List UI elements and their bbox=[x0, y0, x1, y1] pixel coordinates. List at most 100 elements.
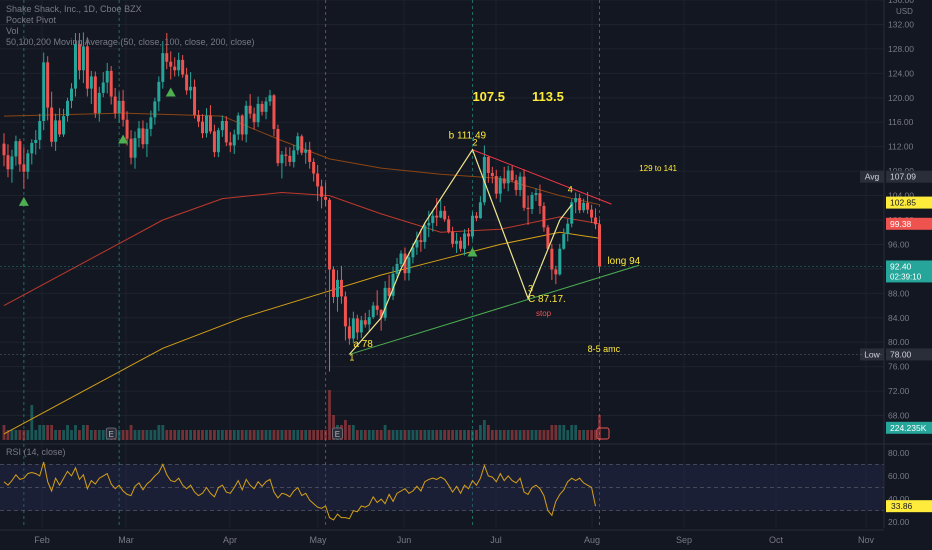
candle-body bbox=[185, 74, 189, 91]
candle-body bbox=[240, 115, 244, 135]
candle-body bbox=[419, 240, 423, 242]
annotation-text: 4 bbox=[568, 185, 573, 195]
legend-pocket-pivot[interactable]: Pocket Pivot bbox=[6, 15, 57, 25]
candle-body bbox=[510, 170, 514, 181]
volume-bar bbox=[403, 430, 407, 440]
volume-bar bbox=[359, 430, 363, 440]
candle-body bbox=[284, 154, 288, 156]
volume-bar bbox=[502, 430, 506, 440]
candle bbox=[38, 113, 42, 150]
volume-bar bbox=[510, 430, 514, 440]
candle bbox=[578, 193, 582, 214]
candle bbox=[566, 218, 570, 242]
candle-body bbox=[459, 240, 463, 249]
candle-body bbox=[117, 100, 121, 114]
time-axis[interactable]: Feb Mar Apr May Jun Jul Aug Sep Oct Nov bbox=[0, 529, 884, 545]
candle-body bbox=[292, 150, 296, 162]
trend-lines[interactable] bbox=[349, 149, 640, 355]
rsi-current-box bbox=[886, 500, 932, 513]
candle-body bbox=[109, 70, 113, 97]
legend-symbol[interactable]: Shake Shack, Inc., 1D, Cboe BZX bbox=[6, 4, 142, 14]
volume-bar bbox=[371, 430, 375, 440]
volume-bar bbox=[292, 430, 296, 440]
candle-body bbox=[320, 186, 324, 197]
volume-bar bbox=[224, 430, 228, 440]
candle-body bbox=[304, 149, 308, 153]
volume-bar bbox=[399, 430, 403, 440]
candle bbox=[26, 149, 30, 180]
pocket-pivot-triangle bbox=[18, 196, 29, 206]
volume-bar bbox=[546, 430, 550, 440]
legend-moving-averages[interactable]: 50,100,200 Moving Average (50, close, 10… bbox=[6, 37, 255, 47]
price-tick-label: 112.00 bbox=[888, 142, 914, 152]
volume-bar bbox=[439, 430, 443, 440]
candle bbox=[387, 275, 391, 297]
candle bbox=[466, 227, 470, 246]
candle-body bbox=[403, 253, 407, 274]
legend-volume[interactable]: Vol bbox=[6, 26, 19, 36]
price-tick-label: 72.00 bbox=[888, 386, 910, 396]
price-tick-label: 128.00 bbox=[888, 44, 914, 54]
candle-body bbox=[133, 138, 137, 158]
volume-bar bbox=[161, 425, 165, 440]
candle bbox=[343, 291, 347, 341]
candle bbox=[510, 165, 514, 183]
candle-body bbox=[260, 103, 264, 112]
volume-bar bbox=[50, 425, 54, 440]
candle-body bbox=[490, 172, 494, 176]
volume-bar bbox=[554, 425, 558, 440]
candle-body bbox=[391, 273, 395, 296]
candle-body bbox=[129, 138, 133, 158]
volume-bar bbox=[129, 425, 133, 440]
candle bbox=[153, 97, 157, 125]
candle bbox=[502, 166, 506, 189]
candle-body bbox=[514, 180, 518, 191]
ma-50-line bbox=[3, 112, 600, 206]
volume-bar bbox=[117, 430, 121, 440]
candle-body bbox=[54, 120, 58, 142]
candle-body bbox=[208, 115, 212, 132]
candle-body bbox=[351, 318, 355, 339]
candle-body bbox=[566, 223, 570, 235]
wave-lines[interactable] bbox=[348, 148, 573, 355]
price-tick-label: 68.00 bbox=[888, 411, 910, 421]
volume-bar bbox=[14, 430, 18, 440]
candle bbox=[93, 71, 97, 118]
candle bbox=[558, 243, 562, 276]
volume-bar bbox=[34, 430, 38, 440]
price-label-box bbox=[886, 421, 932, 434]
volume-bar bbox=[185, 430, 189, 440]
candle-body bbox=[26, 153, 30, 172]
candle bbox=[220, 115, 224, 137]
candle bbox=[518, 172, 522, 197]
candle bbox=[280, 150, 284, 179]
candle bbox=[363, 312, 367, 328]
price-label-box bbox=[886, 170, 932, 183]
candle bbox=[232, 129, 236, 154]
candle bbox=[201, 114, 204, 139]
candle bbox=[109, 66, 113, 105]
volume-bar bbox=[189, 430, 192, 440]
volume-bar bbox=[498, 430, 502, 440]
volume-bar bbox=[22, 430, 26, 440]
candle-body bbox=[494, 176, 498, 194]
rsi-legend[interactable]: RSI (14, close) bbox=[6, 447, 66, 457]
wave-line bbox=[348, 148, 573, 355]
candle bbox=[73, 33, 77, 97]
candle bbox=[133, 131, 137, 169]
candle bbox=[375, 290, 379, 316]
candle bbox=[383, 281, 387, 321]
candle bbox=[320, 179, 324, 209]
volume-bar bbox=[205, 430, 208, 440]
candle-body bbox=[189, 86, 193, 91]
time-tick-label: Apr bbox=[223, 535, 237, 545]
candle-body bbox=[590, 209, 594, 218]
volume-bar bbox=[562, 425, 566, 440]
candle-body bbox=[498, 178, 502, 194]
price-label-sub: 02:39:10 bbox=[890, 272, 922, 281]
candle-body bbox=[256, 103, 260, 123]
volume-bar bbox=[578, 430, 582, 440]
annotation-text: long 94 bbox=[607, 256, 640, 267]
